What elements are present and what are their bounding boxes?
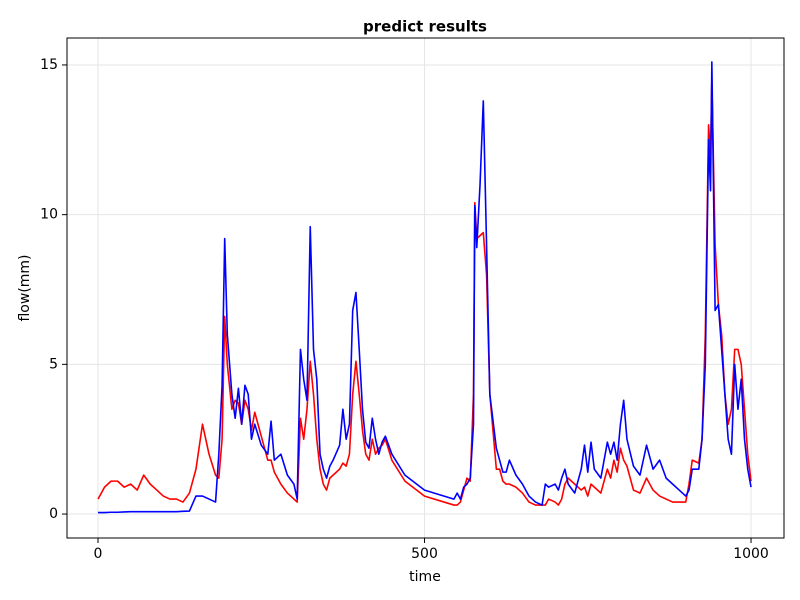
- grid: [67, 38, 784, 538]
- y-tick-label: 10: [40, 207, 58, 223]
- y-tick-label: 5: [49, 356, 58, 372]
- x-tick-label: 1000: [733, 546, 769, 562]
- y-tick-label: 15: [40, 57, 58, 73]
- x-tick-label: 500: [411, 546, 438, 562]
- x-axis-label: time: [409, 569, 441, 585]
- x-tick-label: 0: [94, 546, 103, 562]
- plot-frame: [66, 37, 785, 539]
- y-tick-label: 0: [49, 506, 58, 522]
- y-axis-label: flow(mm): [17, 254, 33, 321]
- ticks: 0 500 1000 0 5 10 15: [40, 57, 769, 562]
- plot-lines: [97, 61, 752, 514]
- series-line: [98, 61, 752, 514]
- chart-title: predict results: [363, 18, 487, 36]
